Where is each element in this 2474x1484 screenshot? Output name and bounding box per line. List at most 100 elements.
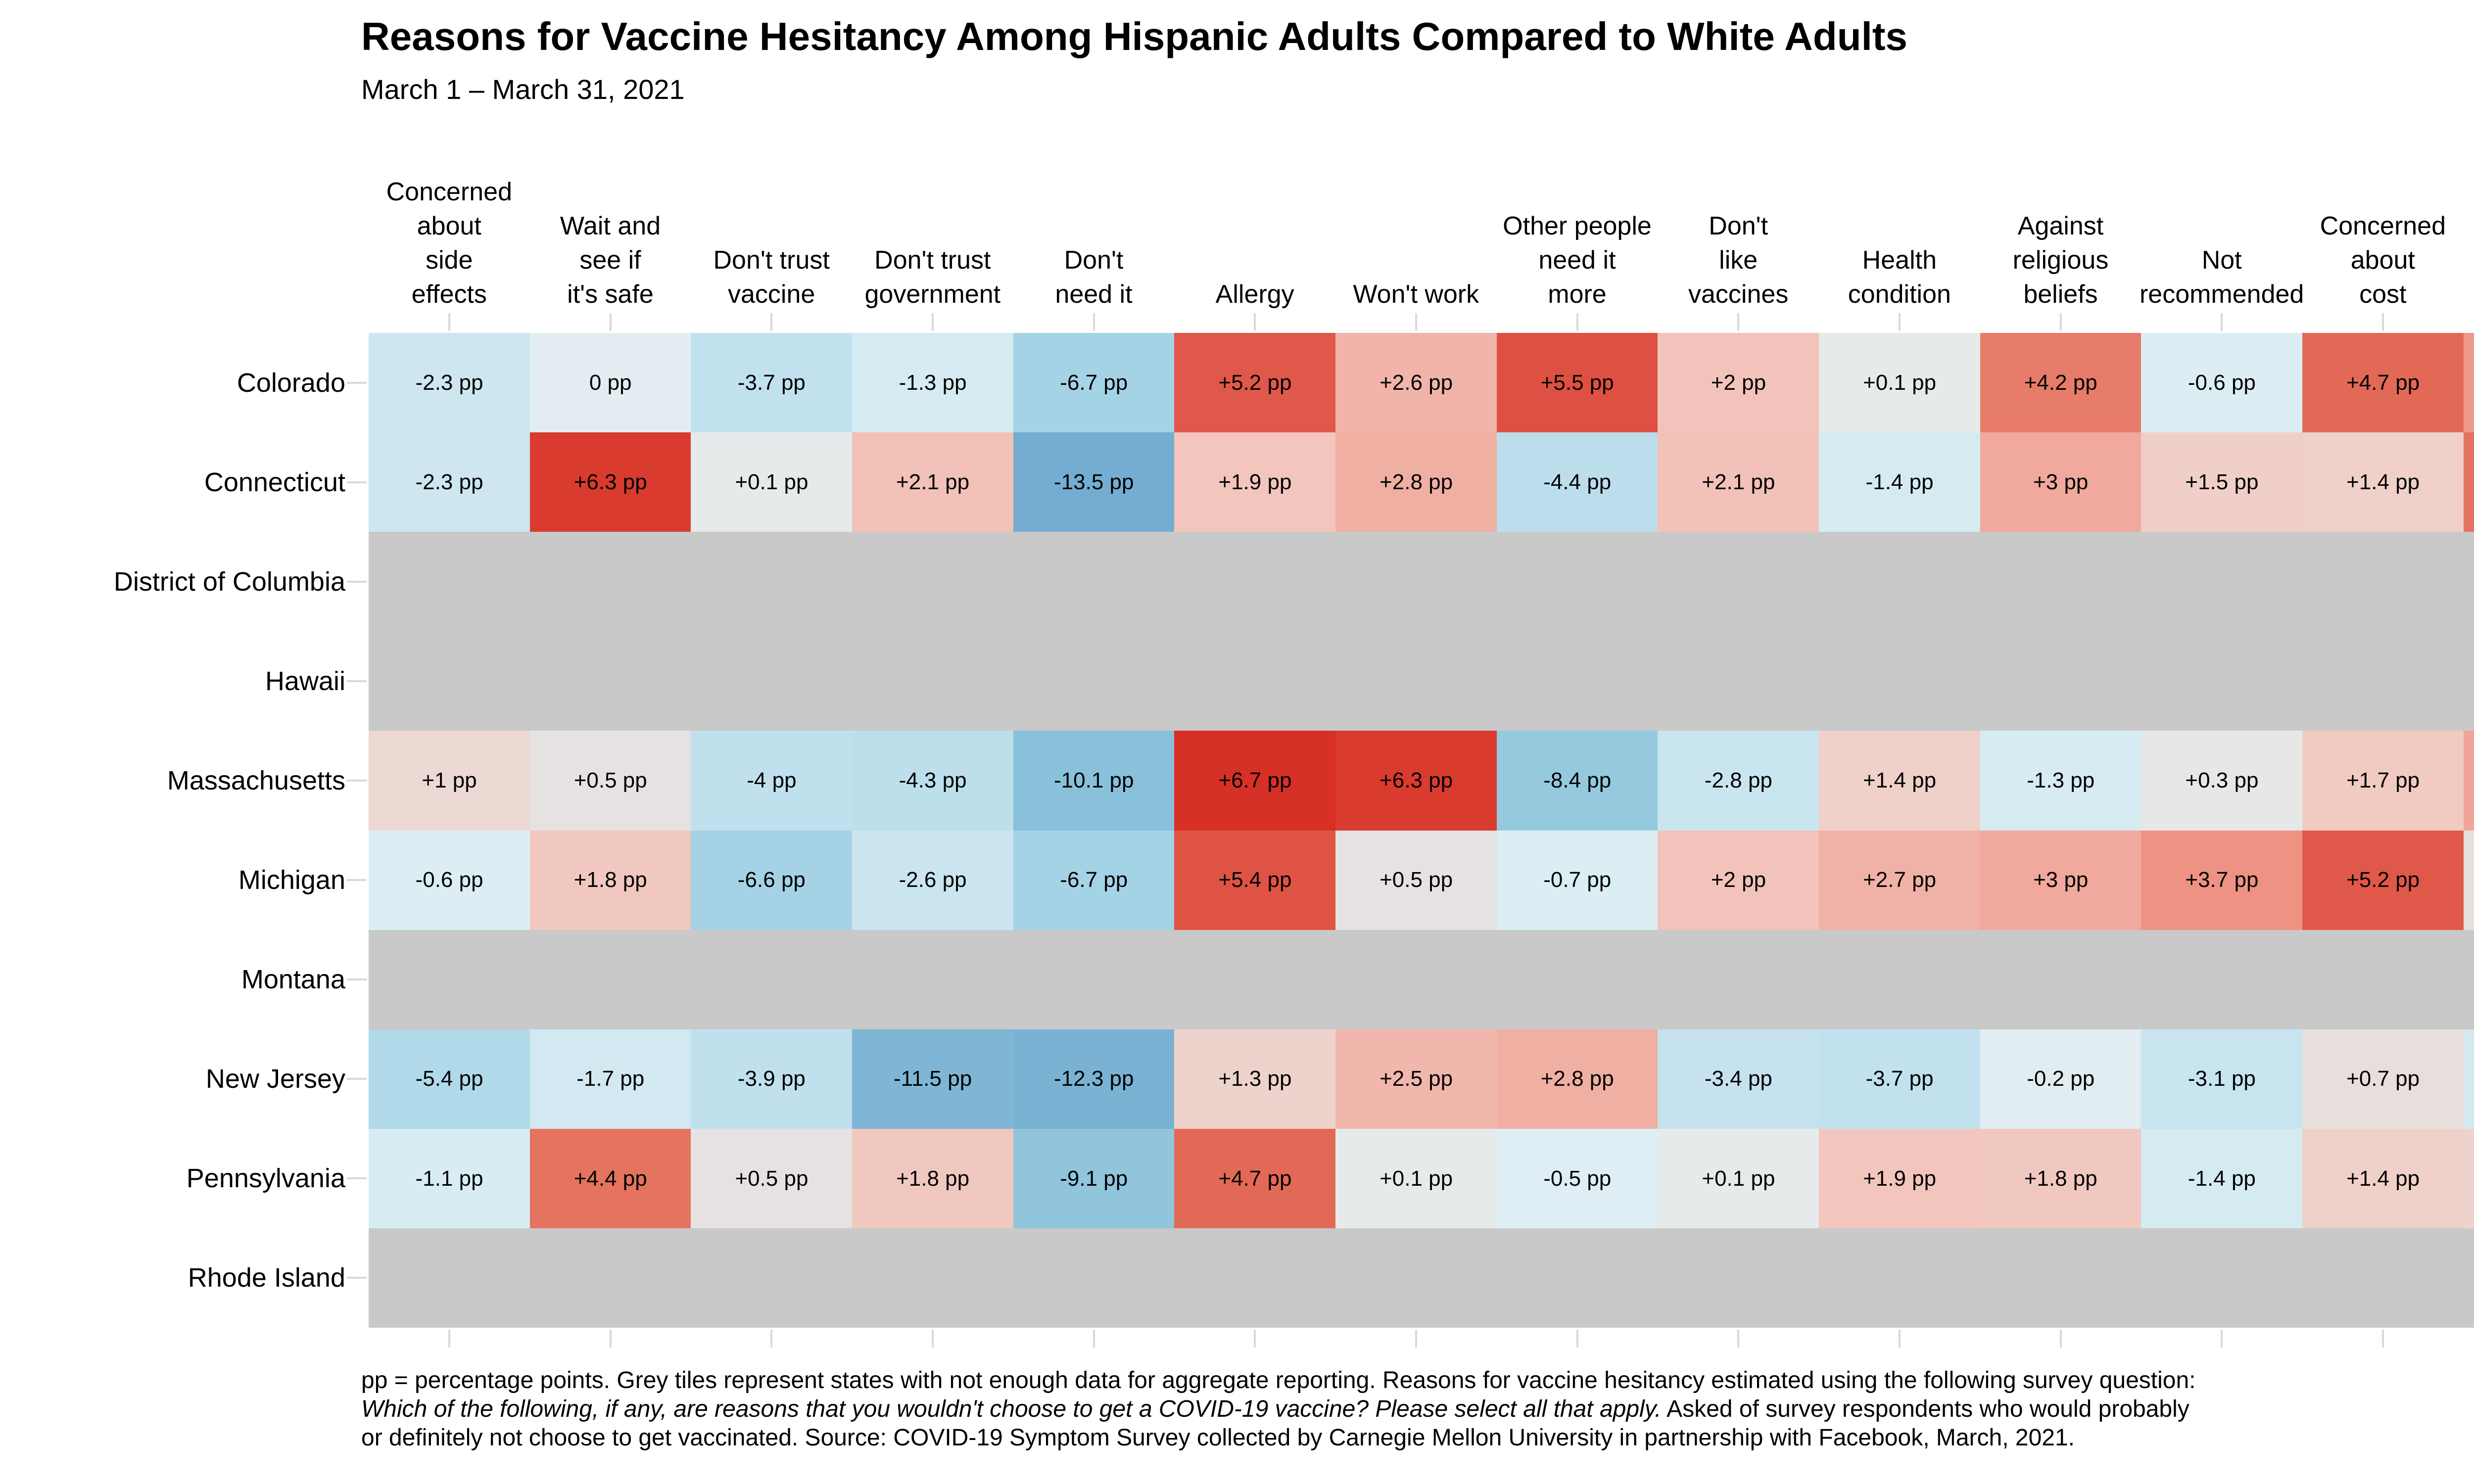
heatmap-cell [691,532,853,632]
heatmap-cell: +3 pp [1980,432,2141,532]
heatmap-cell [1819,532,1981,632]
heatmap-cell [529,929,691,1030]
heatmap-cell: +0.5 pp [529,731,691,831]
heatmap-cell: -6.6 pp [691,830,853,930]
column-header: Allergy [1215,280,1294,309]
heatmap-cell: +1.8 pp [529,830,691,930]
axis-tick-top [609,313,612,331]
column-header: Don't need it [1055,246,1133,309]
footnote: pp = percentage points. Grey tiles repre… [361,1366,2196,1452]
heatmap-cell [2302,631,2464,731]
footnote-line: Which of the following, if any, are reas… [361,1395,2196,1424]
axis-tick-bottom [1415,1330,1417,1347]
heatmap-cell: +1.7 pp [2302,731,2464,831]
heatmap-cell: +3.7 pp [2141,830,2303,930]
heatmap-cell [1174,1228,1336,1328]
heatmap-cell: -3.9 pp [691,1029,853,1129]
heatmap-cell: +4.7 pp [1174,1128,1336,1229]
heatmap-cell [1496,631,1658,731]
heatmap-cell [1335,631,1497,731]
heatmap-cell: -9.1 pp [1013,1128,1175,1229]
heatmap-cell: +0.7 pp [2302,1029,2464,1129]
heatmap-cell: -4 pp [691,731,853,831]
heatmap-cell: +3.1 pp [2463,731,2474,831]
heatmap-cell [1174,631,1336,731]
heatmap-cell [852,1228,1014,1328]
heatmap-cell [691,631,853,731]
axis-tick-bottom [1254,1330,1256,1347]
heatmap-cell [852,532,1014,632]
axis-tick-top [1415,313,1417,331]
heatmap-cell: +1.3 pp [2463,1128,2474,1229]
heatmap-cell [1335,1228,1497,1328]
axis-tick-top [1254,313,1256,331]
axis-tick-top [2059,313,2062,331]
heatmap-cell [852,929,1014,1030]
heatmap-cell: +3 pp [1980,830,2141,930]
heatmap-cell: -1.4 pp [1819,432,1981,532]
heatmap-cell [2302,1228,2464,1328]
heatmap-cell [2141,631,2303,731]
column-header: Don't trust government [864,246,1001,309]
axis-tick-bottom [1576,1330,1578,1347]
row-label: Massachusetts [167,765,345,795]
row-label: Hawaii [265,666,345,696]
heatmap-cell: 0 pp [529,333,691,433]
footnote-text: pp = percentage points. Grey tiles repre… [361,1367,2196,1393]
heatmap-cell [2463,631,2474,731]
heatmap-cell [852,631,1014,731]
axis-tick-bottom [448,1330,450,1347]
heatmap-cell: -4.4 pp [1496,432,1658,532]
heatmap-cell [1819,631,1981,731]
heatmap-cell: -3.1 pp [2141,1029,2303,1129]
axis-tick-left [347,481,367,483]
heatmap-cell: +4.4 pp [529,1128,691,1229]
heatmap-cell: -6.7 pp [1013,830,1175,930]
heatmap-cell: -3.7 pp [691,333,853,433]
heatmap-cell: -1.7 pp [529,1029,691,1129]
heatmap-cell: -0.6 pp [369,830,530,930]
heatmap-cell: +0.3 pp [2141,731,2303,831]
heatmap-cell: -13.5 pp [1013,432,1175,532]
heatmap-cell: -0.7 pp [1496,830,1658,930]
axis-tick-left [347,1277,367,1279]
heatmap-cell [1496,1228,1658,1328]
heatmap-cell: +0.5 pp [691,1128,853,1229]
heatmap-cell: +6.3 pp [1335,731,1497,831]
axis-tick-left [347,879,367,881]
heatmap-cell: +6.7 pp [1174,731,1336,831]
footnote-text: or definitely not choose to get vaccinat… [361,1425,2075,1451]
footnote-line: pp = percentage points. Grey tiles repre… [361,1366,2196,1395]
heatmap-cell [1658,929,1819,1030]
heatmap-cell: +1.8 pp [852,1128,1014,1229]
heatmap-cell [691,1228,853,1328]
heatmap-cell: +2.1 pp [852,432,1014,532]
column-header: Concerned about cost [2320,212,2446,309]
axis-tick-bottom [931,1330,934,1347]
axis-tick-bottom [2059,1330,2062,1347]
axis-tick-bottom [1093,1330,1095,1347]
heatmap-cell [691,929,853,1030]
heatmap-cell [1335,532,1497,632]
axis-tick-top [770,313,773,331]
axis-tick-left [347,1078,367,1080]
heatmap-cell: +0.1 pp [1335,1128,1497,1229]
heatmap-cell [369,929,530,1030]
heatmap-cell: +5.2 pp [1174,333,1336,433]
heatmap-cell: +0.1 pp [1658,1128,1819,1229]
heatmap-cell: -2.3 pp [369,432,530,532]
heatmap-cell: +5.5 pp [1496,333,1658,433]
heatmap-cell: +4.7 pp [2302,333,2464,433]
column-header: Concerned about side effects [386,178,513,309]
column-header: Don't like vaccines [1688,212,1789,309]
heatmap-cell: -0.2 pp [1980,1029,2141,1129]
heatmap-cell [2463,1228,2474,1328]
chart-subtitle: March 1 – March 31, 2021 [361,74,685,105]
heatmap-cell: +2 pp [1658,830,1819,930]
heatmap-cell [369,631,530,731]
heatmap-cell: -4.3 pp [852,731,1014,831]
heatmap-cell [2141,532,2303,632]
axis-tick-left [347,381,367,384]
heatmap-cell: +5.2 pp [2302,830,2464,930]
row-label: District of Columbia [113,566,345,597]
